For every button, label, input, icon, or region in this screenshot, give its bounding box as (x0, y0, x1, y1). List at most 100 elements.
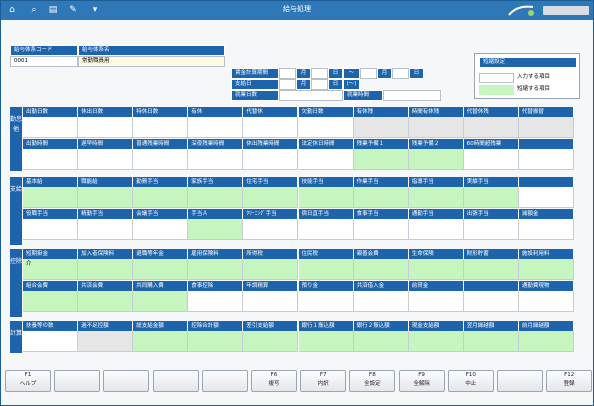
system-code-field[interactable]: 0001 (10, 56, 78, 67)
value-field[interactable] (463, 149, 519, 170)
value-field[interactable] (243, 291, 299, 312)
value-field[interactable] (78, 331, 134, 352)
value-field[interactable] (243, 187, 299, 208)
value-field[interactable] (188, 259, 244, 280)
function-key-f6[interactable]: F6 複写 (251, 370, 297, 392)
value-field[interactable] (298, 187, 354, 208)
value-field[interactable] (298, 331, 354, 352)
function-key-blank-1[interactable] (54, 370, 101, 392)
value-field[interactable] (23, 219, 79, 240)
value-field[interactable] (243, 117, 299, 138)
value-field[interactable] (23, 149, 79, 170)
value-field[interactable] (188, 149, 244, 170)
value-field[interactable] (518, 117, 574, 138)
value-field[interactable] (518, 259, 574, 280)
value-field[interactable] (243, 259, 299, 280)
value-field[interactable] (188, 187, 244, 208)
value-field[interactable] (353, 149, 409, 170)
period-from-month-field[interactable] (279, 68, 296, 79)
function-key-bar: F1 ヘルプ F6 複写 F7 内訳 F8 全設定 F9 全解除 F10 中止 F12 登録 (3, 370, 593, 406)
value-field[interactable] (463, 117, 519, 138)
column-header: 残業予備２ (408, 139, 464, 149)
value-field[interactable] (298, 149, 354, 170)
value-field[interactable] (298, 117, 354, 138)
value-field[interactable] (408, 187, 464, 208)
legend-title: 短縮設定 (479, 57, 577, 68)
function-key-f12[interactable]: F12 登録 (546, 370, 593, 392)
function-key-blank-3[interactable] (152, 370, 199, 392)
value-field[interactable] (518, 149, 574, 170)
value-field[interactable] (518, 219, 574, 240)
value-field[interactable] (408, 219, 464, 240)
function-key-f9[interactable]: F9 全解除 (398, 370, 445, 392)
value-field[interactable] (353, 219, 409, 240)
value-field[interactable] (78, 117, 134, 138)
value-field[interactable] (78, 149, 134, 170)
function-key-f1[interactable]: F1 ヘルプ (5, 370, 51, 392)
work-days-field[interactable] (279, 90, 343, 101)
value-field[interactable] (23, 291, 79, 312)
value-field[interactable] (243, 149, 299, 170)
value-field[interactable] (133, 259, 189, 280)
value-field[interactable] (133, 291, 189, 312)
value-field[interactable] (23, 117, 79, 138)
value-field[interactable] (353, 187, 409, 208)
value-field[interactable] (78, 291, 134, 312)
print-icon[interactable]: ▤ (48, 5, 58, 15)
value-field[interactable] (133, 331, 189, 352)
value-field[interactable] (133, 187, 189, 208)
value-field[interactable] (23, 259, 79, 280)
period-to-month-field[interactable] (360, 68, 377, 79)
value-field[interactable] (353, 331, 409, 352)
tools-icon[interactable]: ✎ (69, 5, 77, 15)
value-field[interactable] (133, 117, 189, 138)
value-field[interactable] (78, 259, 134, 280)
value-field[interactable] (518, 187, 574, 208)
work-hours-field[interactable] (383, 90, 441, 101)
value-field[interactable] (188, 291, 244, 312)
period-to-day-field[interactable] (392, 68, 409, 79)
home-icon[interactable]: ⌂ (9, 5, 15, 15)
function-key-f8[interactable]: F8 全設定 (349, 370, 396, 392)
value-field[interactable] (188, 117, 244, 138)
value-field[interactable] (78, 187, 134, 208)
value-field[interactable] (518, 331, 574, 352)
value-field[interactable] (23, 331, 79, 352)
search-icon[interactable]: ⌕ (31, 5, 37, 15)
value-field[interactable] (408, 259, 464, 280)
value-field[interactable] (463, 331, 519, 352)
value-field[interactable] (408, 331, 464, 352)
value-field[interactable] (353, 291, 409, 312)
column-header: 残業予備１ (353, 139, 409, 149)
value-field[interactable] (188, 219, 244, 240)
value-field[interactable] (133, 149, 189, 170)
value-field[interactable] (243, 219, 299, 240)
function-key-blank-2[interactable] (103, 370, 150, 392)
pay-month-field[interactable] (279, 79, 296, 90)
function-key-f10[interactable]: F10 中止 (447, 370, 494, 392)
value-field[interactable] (298, 291, 354, 312)
value-field[interactable] (188, 331, 244, 352)
value-field[interactable] (298, 259, 354, 280)
value-field[interactable] (243, 331, 299, 352)
value-field[interactable] (463, 259, 519, 280)
value-field[interactable] (353, 259, 409, 280)
value-field[interactable] (463, 291, 519, 312)
dropdown-icon[interactable]: ▾ (92, 5, 98, 15)
value-field[interactable] (133, 219, 189, 240)
value-field[interactable] (353, 117, 409, 138)
value-field[interactable] (298, 219, 354, 240)
value-field[interactable] (518, 291, 574, 312)
pay-day-field[interactable] (311, 79, 328, 90)
value-field[interactable] (463, 219, 519, 240)
value-field[interactable] (408, 117, 464, 138)
period-from-day-field[interactable] (311, 68, 328, 79)
function-key-blank-4[interactable] (201, 370, 248, 392)
value-field[interactable] (408, 149, 464, 170)
value-field[interactable] (408, 291, 464, 312)
function-key-f7[interactable]: F7 内訳 (300, 370, 347, 392)
value-field[interactable] (463, 187, 519, 208)
value-field[interactable] (23, 187, 79, 208)
value-field[interactable] (78, 219, 134, 240)
function-key-blank-10[interactable] (497, 370, 543, 392)
